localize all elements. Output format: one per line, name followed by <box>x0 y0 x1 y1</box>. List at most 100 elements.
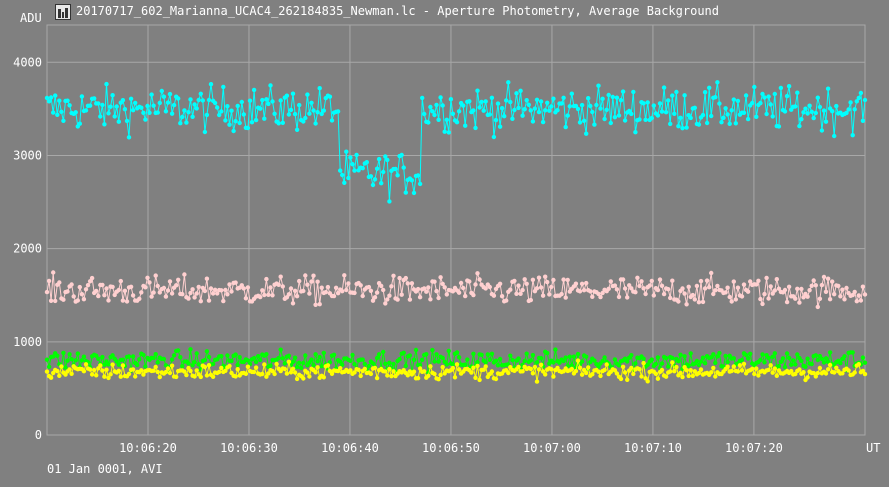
data-point <box>786 84 792 89</box>
data-point <box>659 367 665 373</box>
data-point <box>649 115 654 121</box>
data-point <box>639 279 644 284</box>
data-point <box>543 372 548 377</box>
data-point <box>573 281 579 286</box>
data-point <box>352 290 357 296</box>
data-point <box>182 369 187 374</box>
data-point <box>688 368 693 373</box>
data-point <box>444 362 449 367</box>
data-point <box>440 281 445 287</box>
data-point <box>399 152 404 158</box>
data-point <box>836 283 841 289</box>
data-point <box>502 114 507 119</box>
data-point <box>762 95 767 100</box>
data-point <box>204 373 210 378</box>
data-point <box>471 351 476 356</box>
data-point <box>762 360 767 365</box>
data-point <box>534 379 540 384</box>
data-point <box>391 273 396 278</box>
data-point <box>676 359 681 364</box>
data-point <box>253 117 259 123</box>
data-point <box>766 367 771 372</box>
data-point <box>110 284 115 290</box>
data-point <box>114 359 119 364</box>
data-point <box>514 291 519 296</box>
data-point <box>59 109 64 115</box>
data-point <box>588 103 593 109</box>
data-point <box>754 366 759 371</box>
data-point <box>319 111 324 117</box>
data-point <box>598 373 603 379</box>
data-point <box>286 359 292 364</box>
data-point <box>666 364 671 369</box>
data-point <box>625 377 630 382</box>
data-point <box>524 281 529 286</box>
data-point <box>856 293 861 298</box>
data-point <box>436 359 441 364</box>
data-point <box>202 364 208 370</box>
data-point <box>694 358 700 364</box>
data-point <box>569 366 574 372</box>
data-point <box>608 120 613 126</box>
data-point <box>81 297 87 302</box>
data-point <box>251 87 257 93</box>
series-3 <box>44 358 868 384</box>
data-point <box>631 371 636 377</box>
data-point <box>253 365 259 370</box>
data-point <box>192 295 197 300</box>
data-point <box>313 121 318 126</box>
data-point <box>684 302 689 307</box>
data-point <box>149 294 154 299</box>
data-point <box>48 298 54 303</box>
data-point <box>450 365 456 371</box>
data-point <box>169 357 175 362</box>
data-point <box>229 108 234 113</box>
data-point <box>508 287 513 292</box>
data-point <box>752 371 757 377</box>
data-point <box>407 297 413 302</box>
data-point <box>862 360 868 365</box>
data-point <box>616 294 622 300</box>
data-point <box>604 362 609 367</box>
data-point <box>596 364 601 369</box>
data-point <box>840 371 845 376</box>
data-point <box>282 366 287 372</box>
data-point <box>264 374 269 379</box>
data-point <box>223 368 228 373</box>
data-point <box>592 122 597 127</box>
data-point <box>817 104 823 110</box>
data-point <box>233 280 238 285</box>
data-point <box>682 291 687 296</box>
data-point <box>643 291 648 297</box>
data-point <box>440 103 445 108</box>
data-point <box>557 360 562 365</box>
data-point <box>670 278 675 283</box>
data-point <box>489 351 495 356</box>
data-point <box>750 100 755 106</box>
data-point <box>167 370 173 376</box>
data-point <box>506 370 511 376</box>
data-point <box>309 100 314 106</box>
data-point <box>69 282 74 287</box>
data-point <box>299 365 304 371</box>
data-point <box>319 285 324 290</box>
data-point <box>809 361 814 367</box>
x-axis-label: UT <box>866 441 880 455</box>
data-point <box>358 373 363 379</box>
data-point <box>549 284 554 290</box>
data-point <box>702 361 708 366</box>
data-point <box>524 98 529 103</box>
data-point <box>616 363 622 368</box>
data-point <box>727 294 732 300</box>
data-point <box>446 130 451 135</box>
data-point <box>586 365 591 370</box>
data-point <box>190 363 195 368</box>
data-point <box>602 367 607 373</box>
data-point <box>245 364 251 369</box>
x-tick-label: 10:06:30 <box>220 441 278 455</box>
data-point <box>223 287 228 293</box>
data-point <box>649 357 654 362</box>
data-point <box>171 353 177 358</box>
data-point <box>387 366 392 372</box>
